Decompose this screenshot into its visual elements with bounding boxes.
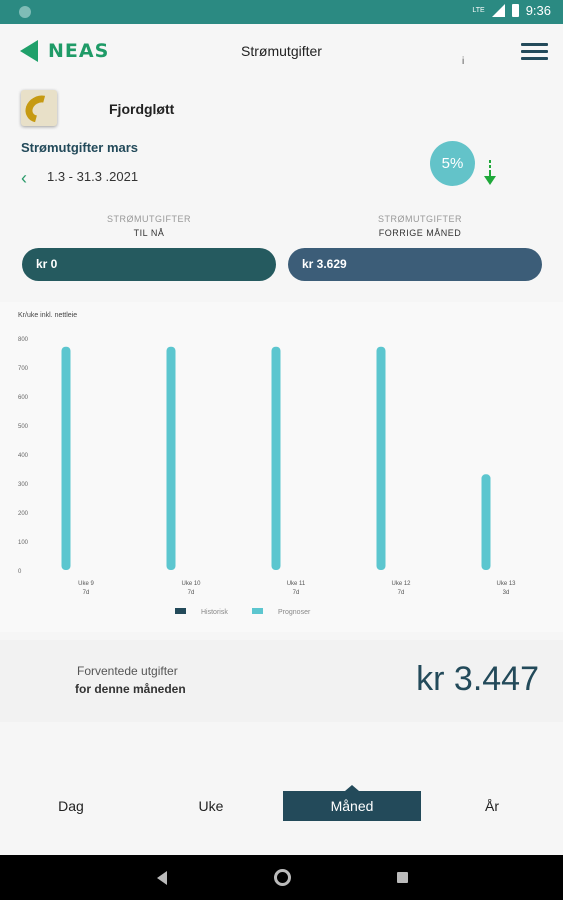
legend-label: Prognoser <box>278 609 311 616</box>
forecast-panel: Forventede utgifter for denne måneden kr… <box>0 640 563 722</box>
y-tick-label: 100 <box>18 540 29 546</box>
summary-right-label-1: STRØMUTGIFTER <box>378 214 462 224</box>
tab-maned[interactable]: Måned <box>283 785 421 821</box>
battery-icon <box>511 4 519 17</box>
x-tick-sublabel: 7d <box>293 590 300 596</box>
system-nav-bar <box>0 855 563 900</box>
network-label: LTE <box>472 7 485 14</box>
previous-month-pill[interactable]: kr 3.629 <box>288 248 542 281</box>
x-tick-label: Uke 12 <box>391 581 411 587</box>
summary-left-label-1: STRØMUTGIFTER <box>107 214 191 224</box>
nav-recents-icon[interactable] <box>397 872 408 883</box>
legend-label: Historisk <box>201 609 228 616</box>
summary-right-label: STRØMUTGIFTER FORRIGE MÅNED <box>320 214 520 238</box>
tab-dag[interactable]: Dag <box>58 798 84 814</box>
neas-logo[interactable]: NEAS <box>20 40 109 62</box>
status-time: 9:36 <box>525 3 551 18</box>
x-tick-sublabel: 7d <box>83 590 90 596</box>
legend-swatch <box>252 608 263 614</box>
cost-to-date-pill[interactable]: kr 0 <box>22 248 276 281</box>
bar-prognoser <box>481 474 491 570</box>
banana-image <box>21 90 57 126</box>
nav-back-icon[interactable] <box>157 871 167 885</box>
tab-uke[interactable]: Uke <box>198 798 224 814</box>
change-percent-badge: 5% <box>430 141 475 186</box>
info-icon[interactable]: i <box>462 56 465 67</box>
chart-y-label: Kr/uke inkl. nettleie <box>18 312 77 319</box>
status-icons: LTE 9:36 <box>472 3 551 18</box>
weekly-cost-chart: Kr/uke inkl. nettleie 0 100 200 300 400 500 600… <box>0 302 563 632</box>
y-tick-label: 200 <box>18 511 29 517</box>
x-tick-label: Uke 10 <box>181 581 201 587</box>
location-avatar[interactable] <box>21 90 57 126</box>
y-tick-label: 0 <box>18 569 22 575</box>
bar-prognoser <box>166 346 176 570</box>
forecast-label-1: Forventede utgifter <box>77 664 178 678</box>
location-name: Fjordgløtt <box>109 101 175 117</box>
x-tick-label: Uke 13 <box>496 581 516 587</box>
y-tick-label: 700 <box>18 366 29 372</box>
forecast-label-2: for denne måneden <box>75 682 186 696</box>
summary-left-label: STRØMUTGIFTER TIL NÅ <box>49 214 249 238</box>
period-title: Strømutgifter mars <box>21 140 139 155</box>
x-tick-label: Uke 11 <box>287 581 306 587</box>
y-tick-label: 600 <box>18 395 29 401</box>
y-tick-label: 500 <box>18 424 29 430</box>
y-tick-label: 800 <box>18 337 29 343</box>
forecast-value: kr 3.447 <box>416 660 539 698</box>
logo-text: NEAS <box>48 40 110 62</box>
hamburger-menu-icon[interactable] <box>521 43 548 61</box>
y-tick-label: 300 <box>18 482 29 488</box>
x-tick-sublabel: 7d <box>398 590 405 596</box>
notification-icon <box>19 6 31 18</box>
chart-svg: Kr/uke inkl. nettleie 0 100 200 300 400 500 600… <box>18 312 516 616</box>
back-triangle-icon <box>20 40 38 62</box>
x-tick-label: Uke 9 <box>78 581 94 587</box>
arrow-down-icon <box>484 160 496 185</box>
date-range: 1.3 - 31.3 .2021 <box>47 169 139 184</box>
bar-prognoser <box>376 346 386 570</box>
bar-prognoser <box>271 346 281 570</box>
y-tick-label: 400 <box>18 453 29 459</box>
app-bar: NEAS Strømutgifter i <box>0 24 563 80</box>
summary-left-label-2: TIL NÅ <box>133 228 165 238</box>
period-tabs: Dag Uke Måned År <box>0 785 563 825</box>
legend-swatch <box>175 608 186 614</box>
tab-ar[interactable]: År <box>485 798 499 814</box>
signal-icon <box>491 4 505 17</box>
previous-period-chevron-icon[interactable]: ‹ <box>21 168 27 188</box>
nav-home-icon[interactable] <box>274 869 291 886</box>
summary-right-label-2: FORRIGE MÅNED <box>378 228 462 238</box>
status-bar: LTE 9:36 <box>0 0 563 24</box>
page-title: Strømutgifter <box>241 43 322 59</box>
x-tick-sublabel: 3d <box>503 590 510 596</box>
bar-prognoser <box>61 346 71 570</box>
x-tick-sublabel: 7d <box>188 590 195 596</box>
